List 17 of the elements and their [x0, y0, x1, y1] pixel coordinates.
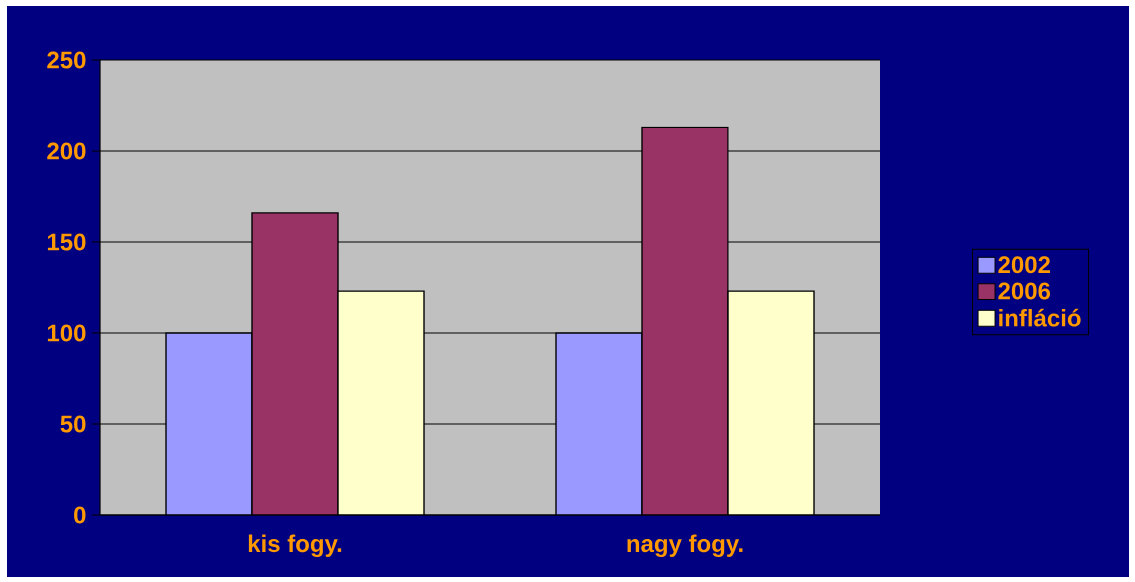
y-tick-label: 50 — [60, 415, 86, 433]
bar — [555, 332, 643, 515]
x-tick-label: nagy fogy. — [627, 534, 743, 558]
bar — [727, 290, 815, 515]
legend-label: 2006 — [998, 282, 1051, 300]
bar — [641, 126, 729, 515]
legend-label: 2002 — [998, 256, 1050, 274]
bar — [337, 290, 425, 515]
bar — [165, 332, 253, 515]
y-tick-label: 250 — [47, 51, 86, 69]
y-tick-label: 150 — [47, 233, 86, 251]
y-tick-label: 0 — [74, 506, 86, 524]
legend-label: infláció — [999, 308, 1081, 327]
bar — [251, 212, 339, 515]
y-tick-label: 100 — [47, 324, 86, 342]
y-tick-label: 200 — [47, 142, 86, 160]
x-tick-label: kis fogy. — [248, 534, 342, 558]
